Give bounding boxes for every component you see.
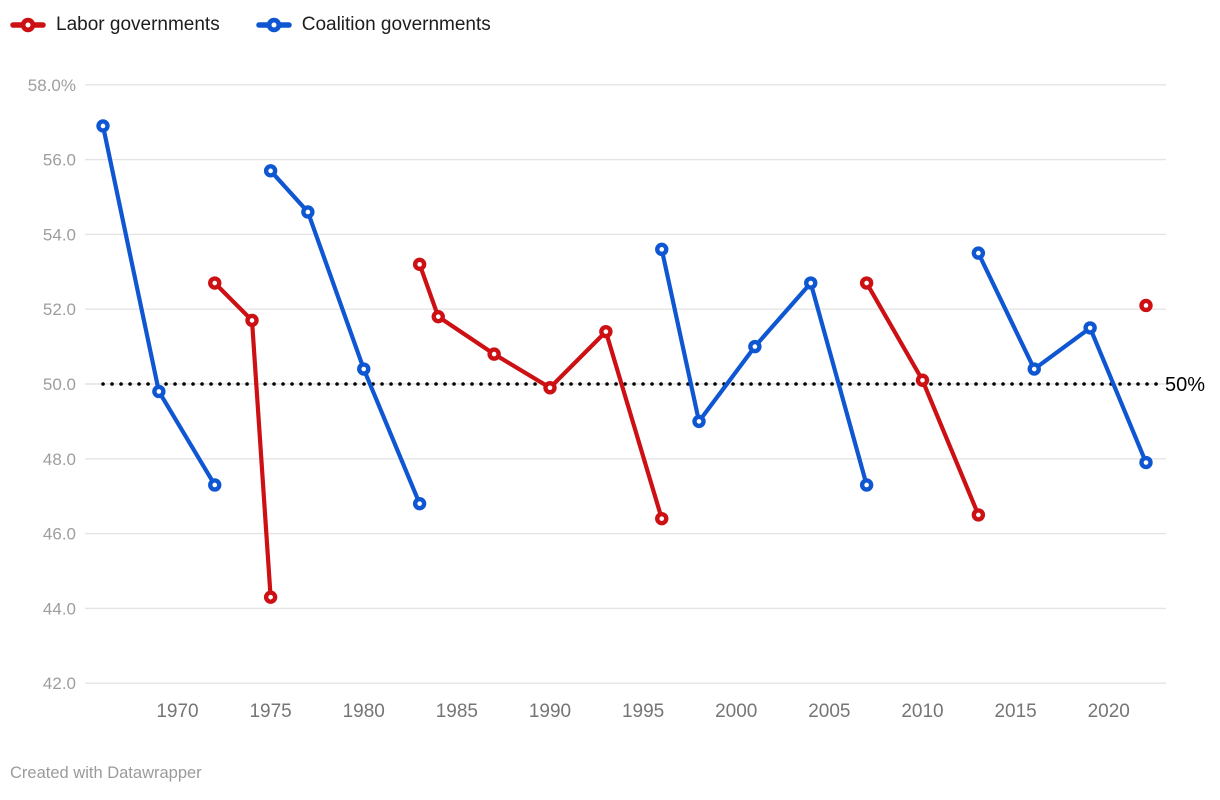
data-point-coalition-governments-2019 — [1083, 321, 1097, 335]
data-point-labor-governments-2007 — [859, 276, 874, 290]
x-tick-label: 2000 — [715, 701, 757, 722]
data-point-labor-governments-1996 — [655, 511, 669, 526]
x-tick-label: 1995 — [622, 701, 664, 722]
data-point-labor-governments-1972 — [208, 276, 222, 290]
y-tick-label: 48.0 — [43, 450, 76, 469]
y-tick-label: 42.0 — [43, 674, 76, 693]
series-coalition-governments — [96, 119, 1153, 511]
data-point-labor-governments-1984 — [431, 309, 445, 324]
data-point-coalition-governments-1972 — [208, 478, 222, 492]
series-line-labor-governments — [417, 262, 664, 521]
datawrapper-credit-link[interactable]: Created with Datawrapper — [10, 764, 202, 782]
legend-label: Coalition governments — [301, 14, 491, 35]
data-point-labor-governments-1993 — [599, 324, 613, 339]
data-point-labor-governments-1990 — [543, 381, 557, 395]
series-line-coalition-governments — [100, 123, 217, 488]
data-point-coalition-governments-2004 — [804, 276, 818, 290]
legend-item-coalition: Coalition governments — [255, 14, 491, 35]
y-tick-label: 44.0 — [43, 599, 76, 618]
x-tick-label: 1990 — [529, 701, 571, 722]
legend-item-labor: Labor governments — [10, 15, 220, 34]
coalition-series-marker-icon — [255, 17, 292, 32]
series-line-coalition-governments — [976, 251, 1149, 465]
legend: Labor governments Coalition governments — [10, 15, 491, 34]
data-point-coalition-governments-1969 — [152, 384, 166, 399]
series-line-labor-governments — [864, 280, 981, 518]
x-tick-label: 2020 — [1088, 701, 1130, 722]
data-point-labor-governments-1987 — [487, 347, 501, 361]
x-tick-label: 1985 — [436, 701, 478, 722]
chart-footer: Created with Datawrapper — [10, 764, 202, 783]
y-tick-label: 52.0 — [43, 300, 76, 319]
series-line-coalition-governments — [268, 168, 422, 506]
data-point-coalition-governments-1975 — [263, 164, 278, 178]
y-tick-label: 50.0 — [43, 375, 76, 394]
data-point-coalition-governments-2022 — [1139, 455, 1153, 470]
y-tick-label: 58.0% — [28, 76, 76, 95]
y-tick-label: 46.0 — [43, 525, 76, 544]
data-point-labor-governments-1974 — [245, 313, 259, 328]
x-tick-label: 1975 — [249, 701, 291, 722]
data-point-labor-governments-2022 — [1139, 298, 1153, 313]
x-tick-label: 2010 — [901, 701, 943, 722]
data-point-coalition-governments-1998 — [692, 414, 706, 429]
line-chart: 58.0% 56.0 54.0 52.0 50.0 48.0 46.0 44.0 42.0 197… — [28, 76, 1205, 722]
data-point-coalition-governments-2013 — [971, 246, 986, 260]
series-line-coalition-governments — [659, 247, 869, 488]
data-point-labor-governments-2013 — [971, 508, 986, 522]
data-point-labor-governments-1975 — [263, 590, 278, 604]
data-point-coalition-governments-2001 — [748, 339, 762, 354]
data-point-labor-governments-2010 — [915, 373, 930, 387]
labor-series-marker-icon — [10, 17, 46, 32]
data-point-coalition-governments-1996 — [655, 242, 669, 257]
data-point-coalition-governments-1983 — [412, 496, 427, 511]
data-point-coalition-governments-1977 — [301, 205, 315, 219]
data-point-labor-governments-1983 — [412, 257, 427, 272]
x-tick-label: 2015 — [994, 701, 1036, 722]
data-point-coalition-governments-1966 — [96, 119, 110, 133]
y-tick-label: 56.0 — [43, 151, 76, 170]
x-tick-label: 2005 — [808, 701, 850, 722]
series-line-labor-governments — [212, 280, 273, 600]
x-tick-label: 1980 — [343, 701, 385, 722]
reference-line-label: 50% — [1165, 374, 1205, 396]
y-tick-label: 54.0 — [43, 225, 76, 244]
data-point-coalition-governments-2007 — [859, 478, 874, 492]
series-labor-governments — [208, 257, 1153, 604]
data-point-coalition-governments-2016 — [1027, 362, 1041, 376]
data-point-coalition-governments-1980 — [357, 362, 371, 376]
x-tick-label: 1970 — [156, 701, 198, 722]
legend-label: Labor governments — [56, 14, 220, 35]
